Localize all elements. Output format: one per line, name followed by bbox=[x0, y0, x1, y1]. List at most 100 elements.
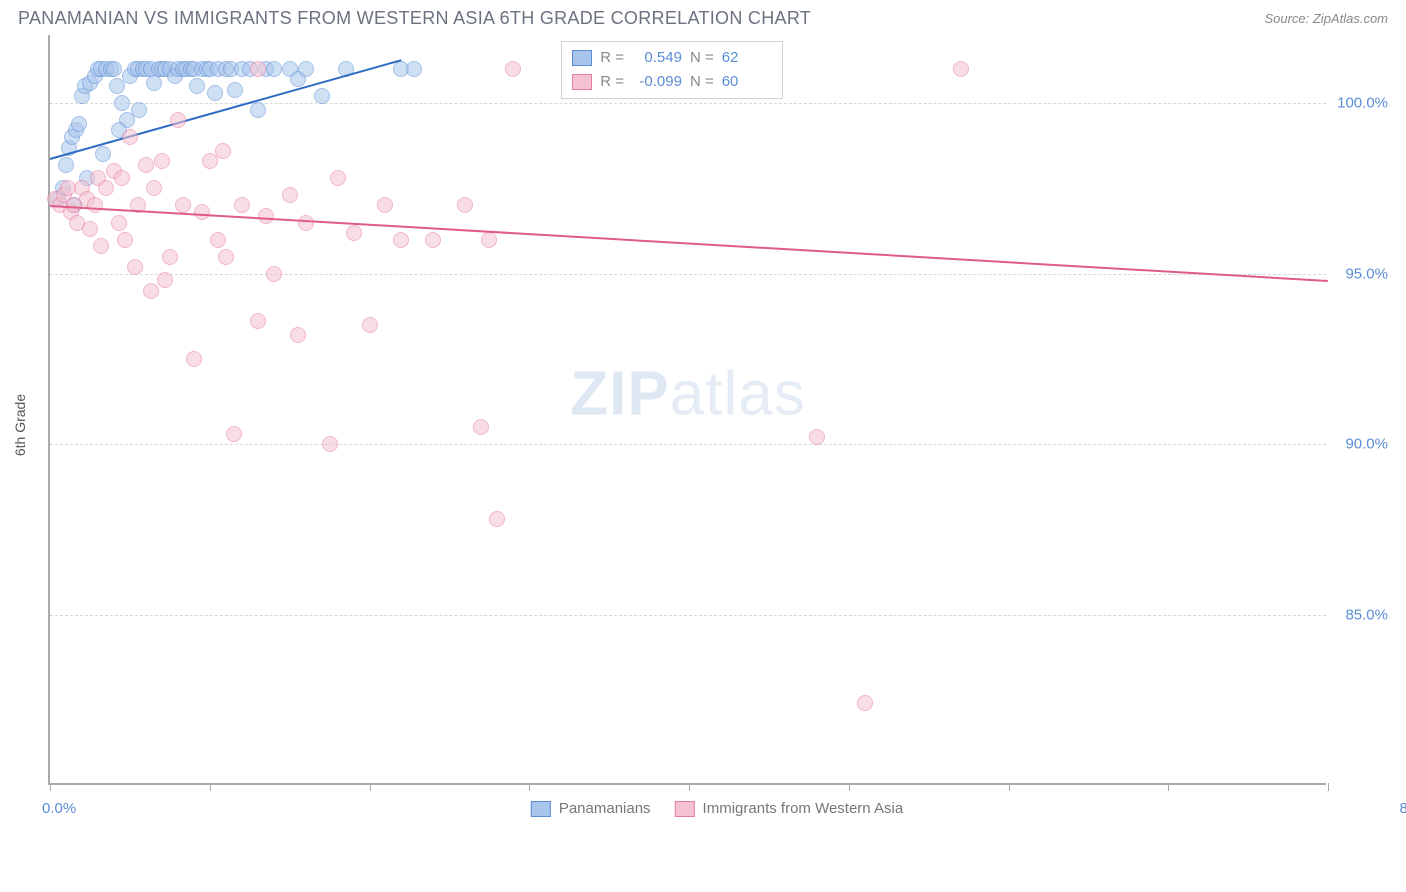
data-point bbox=[234, 197, 250, 213]
x-tick-label: 0.0% bbox=[42, 800, 76, 817]
data-point bbox=[298, 215, 314, 231]
data-point bbox=[175, 197, 191, 213]
data-point bbox=[425, 232, 441, 248]
data-point bbox=[290, 327, 306, 343]
r-value: 0.549 bbox=[632, 46, 682, 70]
data-point bbox=[346, 225, 362, 241]
x-tick bbox=[689, 783, 690, 791]
data-point bbox=[138, 157, 154, 173]
data-point bbox=[218, 249, 234, 265]
data-point bbox=[143, 283, 159, 299]
data-point bbox=[114, 170, 130, 186]
data-point bbox=[266, 266, 282, 282]
legend-stats-row: R =0.549N =62 bbox=[572, 46, 772, 70]
n-value: 60 bbox=[722, 70, 772, 94]
data-point bbox=[250, 61, 266, 77]
legend-stats: R = 0.549 N = 62R = -0.099 N = 60 bbox=[561, 41, 783, 99]
data-point bbox=[207, 85, 223, 101]
data-point bbox=[481, 232, 497, 248]
data-point bbox=[505, 61, 521, 77]
data-point bbox=[170, 112, 186, 128]
data-point bbox=[282, 187, 298, 203]
data-point bbox=[87, 197, 103, 213]
x-tick bbox=[210, 783, 211, 791]
legend-swatch bbox=[572, 74, 592, 90]
r-value: -0.099 bbox=[632, 70, 682, 94]
watermark-light: atlas bbox=[670, 360, 806, 429]
n-label: N = bbox=[690, 70, 714, 94]
data-point bbox=[857, 695, 873, 711]
watermark: ZIPatlas bbox=[570, 359, 805, 430]
legend-bottom: Panamanians Immigrants from Western Asia bbox=[531, 800, 903, 817]
y-tick-label: 100.0% bbox=[1337, 95, 1388, 112]
x-tick bbox=[1009, 783, 1010, 791]
x-tick-label: 80.0% bbox=[1399, 800, 1406, 817]
y-axis-label: 6th Grade bbox=[12, 394, 28, 456]
y-tick-label: 95.0% bbox=[1345, 265, 1388, 282]
legend-swatch bbox=[675, 801, 695, 817]
chart-header: PANAMANIAN VS IMMIGRANTS FROM WESTERN AS… bbox=[0, 0, 1406, 35]
legend-label: Immigrants from Western Asia bbox=[703, 800, 904, 817]
chart-area: 6th Grade ZIPatlas 85.0%90.0%95.0%100.0%… bbox=[48, 35, 1386, 815]
data-point bbox=[93, 238, 109, 254]
data-point bbox=[146, 75, 162, 91]
data-point bbox=[114, 95, 130, 111]
data-point bbox=[406, 61, 422, 77]
data-point bbox=[162, 249, 178, 265]
x-tick bbox=[1168, 783, 1169, 791]
legend-label: Panamanians bbox=[559, 800, 651, 817]
legend-stats-row: R = -0.099 N = 60 bbox=[572, 70, 772, 94]
data-point bbox=[95, 146, 111, 162]
r-label: R = bbox=[600, 46, 624, 70]
x-tick bbox=[370, 783, 371, 791]
data-point bbox=[227, 82, 243, 98]
data-point bbox=[457, 197, 473, 213]
plot-region: ZIPatlas 85.0%90.0%95.0%100.0%R =0.549N … bbox=[48, 35, 1326, 785]
data-point bbox=[122, 129, 138, 145]
x-tick bbox=[849, 783, 850, 791]
data-point bbox=[111, 215, 127, 231]
data-point bbox=[266, 61, 282, 77]
chart-title: PANAMANIAN VS IMMIGRANTS FROM WESTERN AS… bbox=[18, 8, 811, 29]
data-point bbox=[809, 429, 825, 445]
trend-line bbox=[50, 205, 1328, 282]
gridline-h bbox=[50, 615, 1326, 616]
data-point bbox=[250, 313, 266, 329]
watermark-bold: ZIP bbox=[570, 360, 669, 429]
y-tick-label: 90.0% bbox=[1345, 436, 1388, 453]
legend-swatch bbox=[572, 50, 592, 66]
legend-item: Immigrants from Western Asia bbox=[675, 800, 904, 817]
x-tick bbox=[1328, 783, 1329, 791]
gridline-h bbox=[50, 444, 1326, 445]
data-point bbox=[330, 170, 346, 186]
data-point bbox=[194, 204, 210, 220]
data-point bbox=[58, 157, 74, 173]
data-point bbox=[322, 436, 338, 452]
data-point bbox=[953, 61, 969, 77]
data-point bbox=[157, 272, 173, 288]
gridline-h bbox=[50, 274, 1326, 275]
legend-swatch bbox=[531, 801, 551, 817]
data-point bbox=[362, 317, 378, 333]
x-tick bbox=[529, 783, 530, 791]
data-point bbox=[146, 180, 162, 196]
data-point bbox=[393, 232, 409, 248]
data-point bbox=[226, 426, 242, 442]
data-point bbox=[258, 208, 274, 224]
data-point bbox=[154, 153, 170, 169]
data-point bbox=[186, 351, 202, 367]
n-value: 62 bbox=[722, 46, 772, 70]
data-point bbox=[98, 180, 114, 196]
data-point bbox=[298, 61, 314, 77]
data-point bbox=[377, 197, 393, 213]
data-point bbox=[131, 102, 147, 118]
r-label: R = bbox=[600, 70, 624, 94]
y-tick-label: 85.0% bbox=[1345, 606, 1388, 623]
data-point bbox=[106, 61, 122, 77]
source-label: Source: ZipAtlas.com bbox=[1264, 11, 1388, 26]
data-point bbox=[250, 102, 266, 118]
data-point bbox=[473, 419, 489, 435]
data-point bbox=[71, 116, 87, 132]
data-point bbox=[127, 259, 143, 275]
data-point bbox=[189, 78, 205, 94]
